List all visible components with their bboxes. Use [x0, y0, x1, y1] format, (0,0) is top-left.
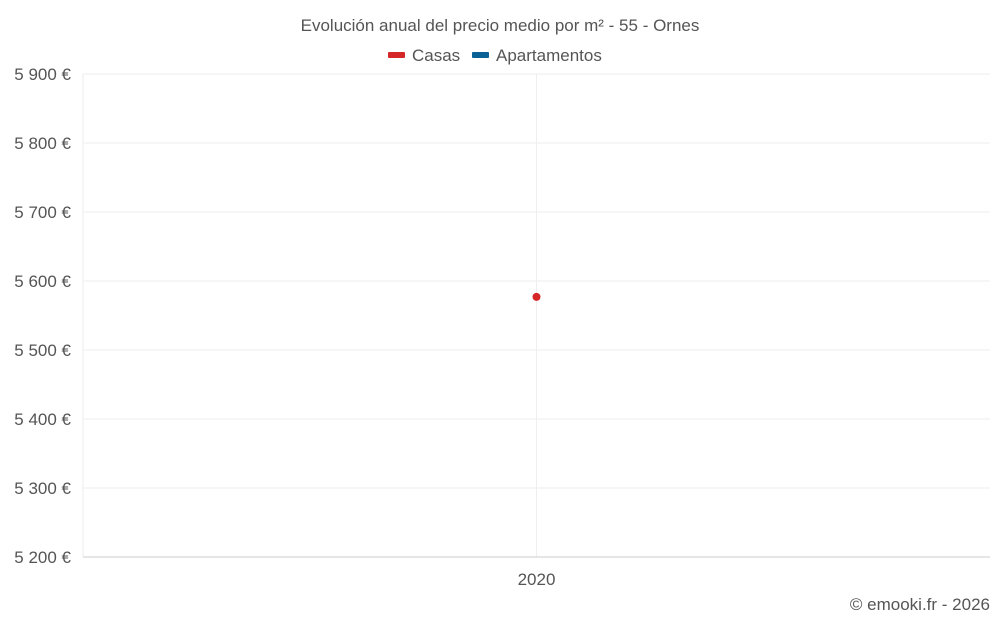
credit-text: © emooki.fr - 2026 [850, 595, 990, 614]
y-tick-label: 5 800 € [14, 134, 71, 153]
legend-label-casas[interactable]: Casas [412, 46, 460, 65]
y-tick-label: 5 600 € [14, 272, 71, 291]
data-points [532, 292, 541, 301]
legend-swatch-casas [388, 52, 405, 58]
x-axis: 2020 [83, 556, 990, 589]
y-tick-label: 5 500 € [14, 341, 71, 360]
y-tick-label: 5 200 € [14, 548, 71, 567]
y-tick-label: 5 900 € [14, 65, 71, 84]
legend-swatch-apartamentos [472, 52, 489, 58]
y-tick-label: 5 400 € [14, 410, 71, 429]
x-tick-label: 2020 [518, 570, 556, 589]
legend-label-apartamentos[interactable]: Apartamentos [496, 46, 602, 65]
y-tick-label: 5 700 € [14, 203, 71, 222]
chart-legend: Casas Apartamentos [388, 46, 602, 65]
data-point-casas[interactable] [532, 292, 541, 301]
grid-lines [82, 73, 990, 557]
y-tick-label: 5 300 € [14, 479, 71, 498]
chart-title: Evolución anual del precio medio por m² … [301, 16, 700, 35]
y-axis-ticks: 5 200 € 5 300 € 5 400 € 5 500 € 5 600 € 5 700… [14, 65, 71, 567]
